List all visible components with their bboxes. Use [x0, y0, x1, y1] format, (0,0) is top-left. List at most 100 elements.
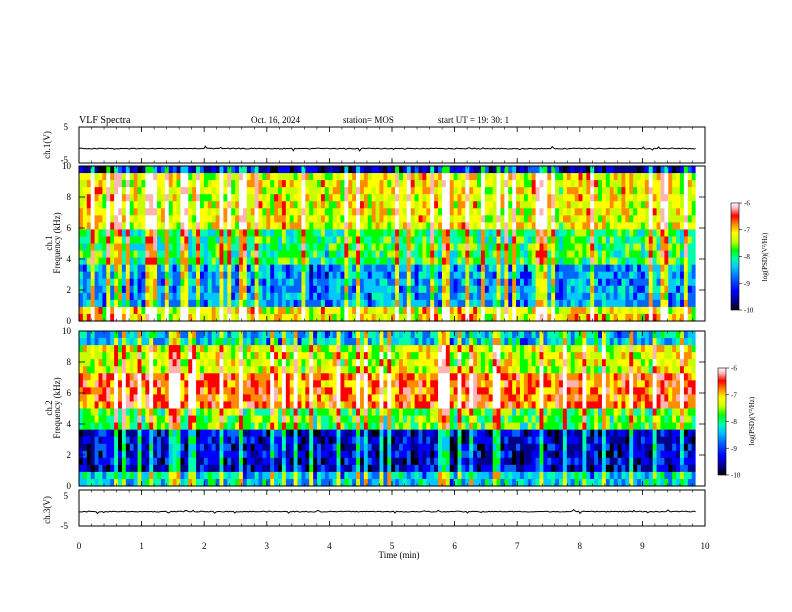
- spectrogram-cell: [457, 201, 463, 209]
- spectrogram-cell: [90, 201, 96, 209]
- spectrogram-cell: [680, 208, 685, 216]
- spectrogram-cell: [266, 243, 271, 252]
- spectrogram-cell: [157, 243, 162, 252]
- spectrogram-cell: [562, 306, 568, 315]
- spectrogram-cell: [570, 243, 576, 252]
- spectrogram-cell: [153, 331, 158, 339]
- spectrogram-cell: [246, 401, 252, 410]
- spectrogram-cell: [293, 422, 299, 431]
- spectrogram-cell: [523, 299, 529, 308]
- spectrogram-cell: [145, 471, 150, 480]
- spectrogram-cell: [422, 264, 427, 273]
- spectrogram-cell: [492, 215, 498, 223]
- spectrogram-cell: [285, 436, 291, 445]
- spectrogram-cell: [145, 173, 150, 181]
- spectrogram-cell: [527, 271, 533, 280]
- spectrogram-cell: [293, 264, 299, 273]
- spectrogram-cell: [570, 278, 576, 287]
- spectrogram-cell: [492, 257, 498, 266]
- spectrogram-cell: [86, 443, 92, 452]
- spectrogram-cell: [157, 250, 162, 259]
- spectrogram-cell: [430, 313, 435, 322]
- spectrogram-cell: [523, 264, 529, 273]
- spectrogram-cell: [621, 271, 626, 280]
- spectrogram-cell: [231, 450, 236, 459]
- spectrogram-cell: [383, 229, 388, 238]
- spectrogram-cell: [531, 243, 537, 252]
- spectrogram-cell: [559, 187, 564, 195]
- spectrogram-cell: [94, 457, 100, 466]
- spectrogram-cell: [289, 401, 295, 410]
- spectrogram-cell: [629, 215, 634, 223]
- spectrogram-cell: [157, 208, 162, 216]
- spectrogram-cell: [239, 299, 244, 308]
- spectrogram-cell: [227, 443, 232, 452]
- spectrogram-cell: [570, 285, 576, 294]
- spectrogram-cell: [262, 187, 267, 195]
- spectrogram-cell: [313, 271, 318, 280]
- spectrogram-cell: [640, 201, 646, 209]
- spectrogram-cell: [309, 345, 314, 353]
- spectrogram-cell: [480, 208, 486, 216]
- spectrogram-cell: [320, 387, 326, 396]
- spectrogram-cell: [164, 271, 170, 280]
- spectrogram-cell: [578, 313, 584, 322]
- spectrogram-cell: [215, 443, 221, 452]
- spectrogram-cell: [94, 359, 100, 367]
- spectrogram-cell: [285, 285, 291, 294]
- spectrogram-cell: [516, 257, 521, 266]
- spectrogram-cell: [231, 236, 236, 245]
- spectrogram-cell: [691, 285, 697, 294]
- spectrogram-cell: [246, 229, 252, 238]
- spectrogram-cell: [449, 292, 455, 301]
- spectrogram-cell: [106, 471, 111, 480]
- spectrogram-cell: [118, 380, 123, 388]
- spectrogram-cell: [188, 478, 193, 487]
- spectrogram-cell: [594, 243, 599, 252]
- spectrogram-cell: [246, 387, 252, 396]
- spectrogram-cell: [250, 201, 256, 209]
- spectrogram-cell: [211, 387, 217, 396]
- spectrogram-cell: [172, 187, 178, 195]
- spectrogram-cell: [227, 166, 232, 174]
- spectrogram-cell: [617, 285, 623, 294]
- spectrogram-cell: [223, 187, 228, 195]
- spectrogram-cell: [86, 387, 92, 396]
- spectrogram-cell: [527, 299, 533, 308]
- spectrogram-cell: [449, 236, 455, 245]
- spectrogram-cell: [114, 331, 119, 339]
- spectrogram-cell: [176, 229, 182, 238]
- spectrogram-cell: [371, 264, 377, 273]
- spectrogram-cell: [289, 366, 295, 374]
- spectrogram-cell: [285, 366, 291, 374]
- spectrogram-cell: [219, 394, 224, 403]
- spectrogram-cell: [168, 464, 174, 473]
- spectrogram-cell: [578, 201, 584, 209]
- spectrogram-cell: [137, 338, 143, 346]
- spectrogram-cell: [383, 180, 388, 188]
- spectrogram-cell: [207, 436, 213, 445]
- spectrogram-cell: [402, 173, 408, 181]
- spectrogram-cell: [227, 436, 232, 445]
- spectrogram-cell: [121, 387, 127, 396]
- spectrogram-cell: [399, 187, 404, 195]
- spectrogram-cell: [94, 471, 100, 480]
- spectrogram-cell: [687, 222, 693, 231]
- spectrogram-cell: [371, 299, 377, 308]
- spectrogram-cell: [79, 415, 84, 424]
- spectrogram-cell: [652, 215, 658, 223]
- spectrogram-cell: [422, 299, 427, 308]
- spectrogram-cell: [605, 271, 611, 280]
- spectrogram-cell: [160, 285, 166, 294]
- spectrogram-cell: [172, 401, 178, 410]
- spectrogram-cell: [94, 436, 100, 445]
- spectrogram-cell: [512, 285, 517, 294]
- spectrogram-cell: [523, 201, 529, 209]
- spectrogram-cell: [313, 422, 318, 431]
- spectrogram-cell: [664, 194, 669, 202]
- spectrogram-cell: [125, 201, 131, 209]
- spectrogram-cell: [211, 215, 217, 223]
- spectrogram-cell: [434, 285, 439, 294]
- spectrogram-cell: [305, 359, 310, 367]
